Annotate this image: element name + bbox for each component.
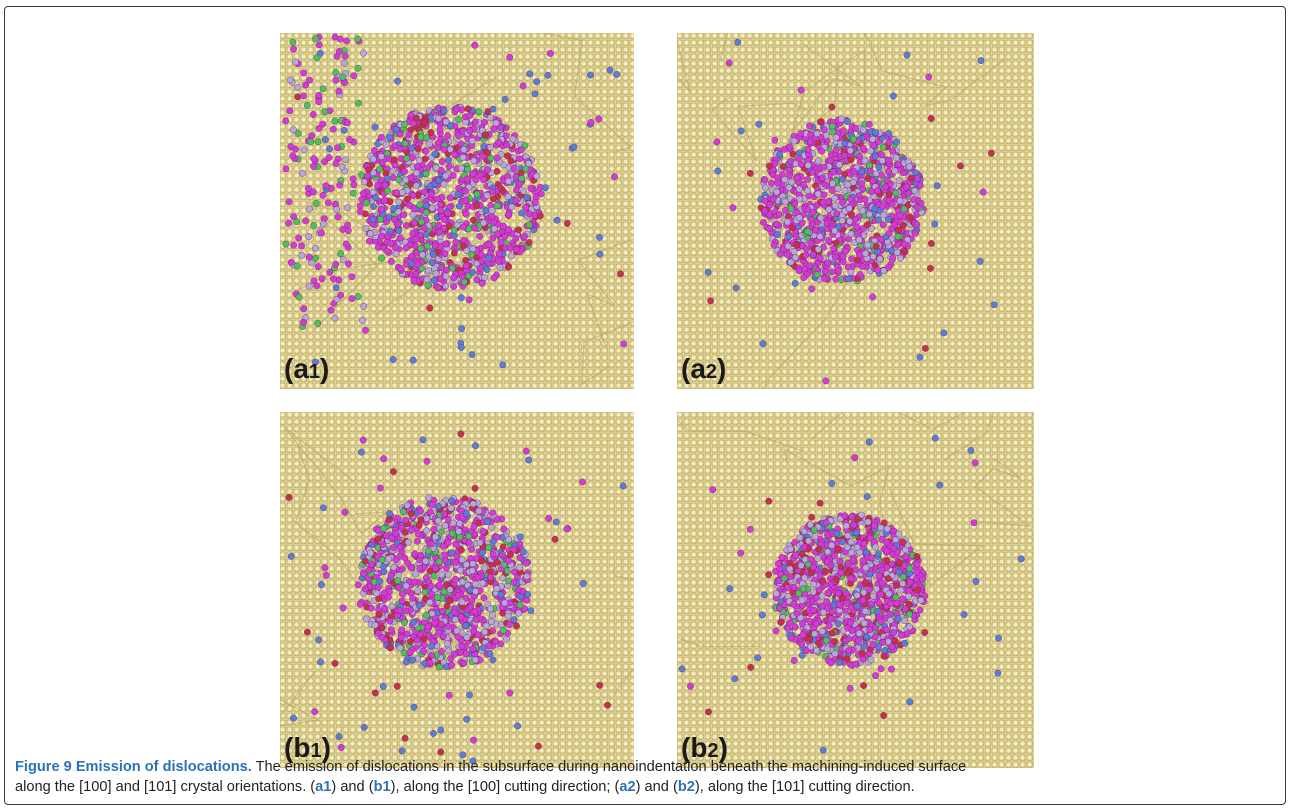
atoms-a1-image: [282, 33, 634, 386]
caption-title: Figure 9 Emission of dislocations.: [15, 759, 252, 775]
panel-label-b2: (b2): [681, 732, 728, 763]
caption-text: ), along the [101] cutting direction.: [694, 779, 915, 795]
panel-a2: (a2): [677, 33, 1034, 389]
figure-frame: (a1) (a2) (b1) (b2): [4, 6, 1286, 805]
caption-line-1: The emission of dislocations in the subs…: [251, 759, 967, 775]
atoms-b2-image: [677, 412, 1033, 754]
panel-label-a1: (a1): [284, 353, 330, 384]
caption-ref-a2: a2: [619, 779, 636, 795]
caption-text: ) and (: [635, 779, 678, 795]
caption-text: ) and (: [331, 779, 374, 795]
caption-text: along the [100] and [101] crystal orient…: [15, 779, 316, 795]
panel-b1: (b1): [280, 412, 634, 768]
caption-ref-a1: a1: [315, 779, 332, 795]
panel-label-a2: (a2): [681, 353, 727, 384]
panel-a1: (a1): [280, 33, 634, 389]
panel-b2: (b2): [677, 412, 1034, 768]
panel-label-b1: (b1): [284, 732, 331, 763]
atoms-b1-image: [280, 426, 634, 765]
atoms-a2-image: [677, 33, 1006, 389]
caption-ref-b1: b1: [373, 779, 391, 795]
caption-ref-b2: b2: [677, 779, 695, 795]
figure-caption: Figure 9 Emission of dislocations. The e…: [15, 757, 1277, 797]
caption-text: ), along the [100] cutting direction; (: [390, 779, 620, 795]
